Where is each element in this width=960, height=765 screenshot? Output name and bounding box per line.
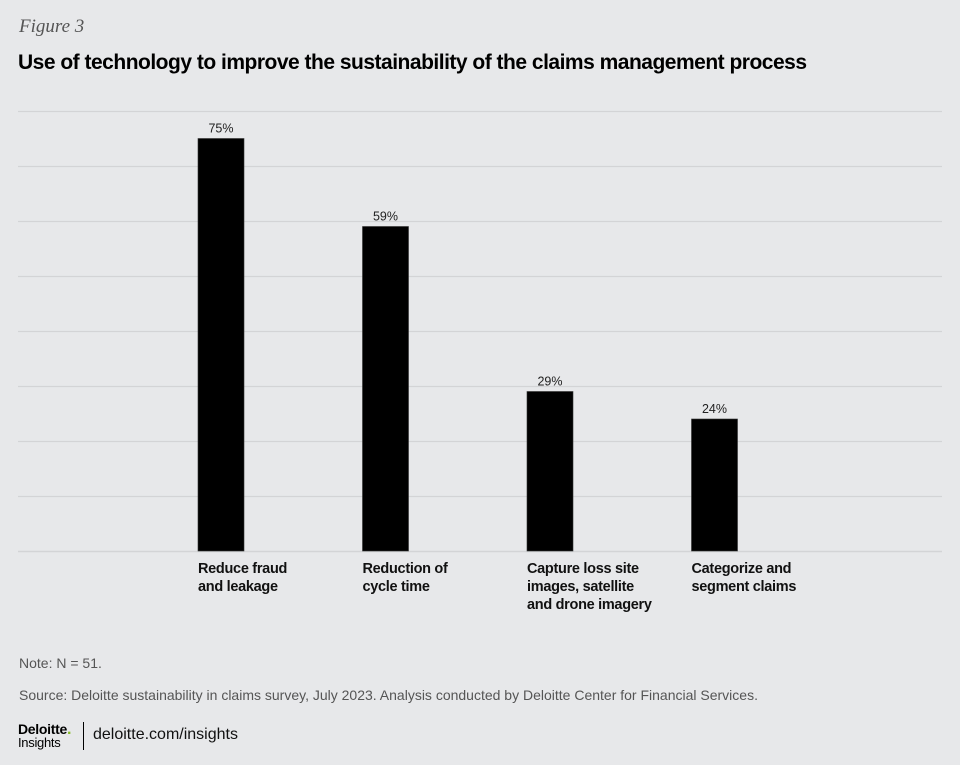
- logo-sub: Insights: [18, 735, 61, 750]
- data-label: 29%: [537, 375, 562, 389]
- data-label: 59%: [373, 210, 398, 224]
- category-label: Categorize and segment claims: [691, 561, 797, 595]
- bar: [362, 226, 409, 552]
- category-label: Reduction of cycle time: [362, 561, 448, 595]
- bar: [691, 418, 738, 552]
- logo-divider: [83, 722, 84, 750]
- bar: [526, 391, 574, 552]
- note: Note: N = 51.: [19, 655, 102, 671]
- category-label: Reduce fraud and leakage: [198, 561, 288, 595]
- data-label: 24%: [702, 402, 727, 416]
- data-label: 75%: [208, 122, 233, 136]
- logo-dot: .: [66, 721, 72, 738]
- source: Source: Deloitte sustainability in claim…: [19, 687, 758, 703]
- bar: [197, 138, 245, 552]
- bar-chart: 75% 59% 29% 24%: [18, 110, 942, 553]
- logo-brand: Deloitte: [18, 721, 67, 737]
- deloitte-insights-logo: Deloitte. Insights: [18, 721, 72, 750]
- chart-title: Use of technology to improve the sustain…: [18, 51, 807, 74]
- figure-label: Figure 3: [19, 16, 85, 37]
- website-link[interactable]: deloitte.com/insights: [93, 726, 238, 743]
- category-label: Capture loss site images, satellite and …: [527, 561, 652, 613]
